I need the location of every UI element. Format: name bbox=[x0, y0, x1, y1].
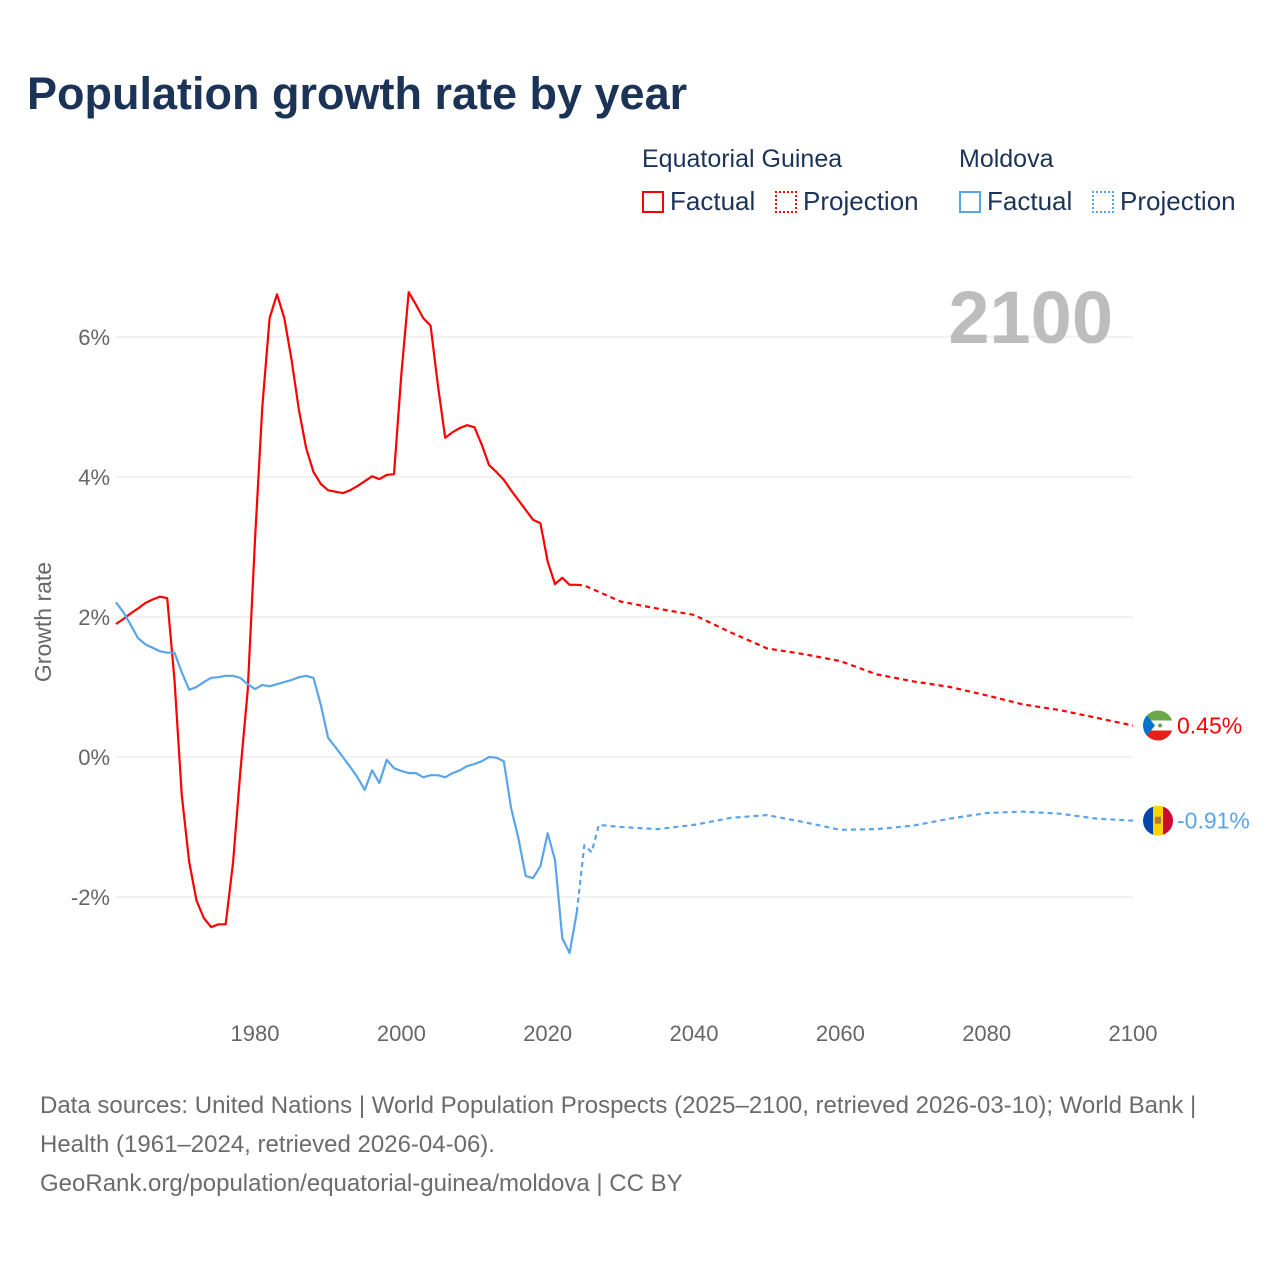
y-tick-label: 2% bbox=[78, 605, 110, 630]
flag-stripe bbox=[1143, 805, 1153, 836]
x-tick-label: 1980 bbox=[231, 1021, 280, 1046]
legend-label: Projection bbox=[803, 186, 919, 216]
x-tick-label: 2040 bbox=[670, 1021, 719, 1046]
legend-eg-factual[interactable]: Factual bbox=[642, 186, 755, 217]
flag-stripe bbox=[1163, 805, 1173, 836]
flag-body bbox=[1143, 710, 1173, 741]
y-tick-label: 4% bbox=[78, 465, 110, 490]
legend-swatch-dotted bbox=[1092, 190, 1114, 213]
y-tick-label: -2% bbox=[71, 885, 110, 910]
line-chart: -2%0%2%4%6%1980 2000 2020 2040 2060 2080 2100 … bbox=[30, 276, 1250, 1046]
flag-emblem bbox=[1158, 723, 1162, 728]
data-sources: Data sources: United Nations | World Pop… bbox=[40, 1092, 1197, 1158]
x-tick-label: 2000 bbox=[377, 1021, 426, 1046]
end-value-label: -0.91% bbox=[1177, 808, 1250, 834]
flag-triangle bbox=[1143, 710, 1155, 741]
page-title: Population growth rate by year bbox=[27, 68, 688, 119]
year-indicator: 2100 bbox=[948, 276, 1113, 359]
y-tick-label: 6% bbox=[78, 325, 110, 350]
x-tick-label: 2020 bbox=[523, 1021, 572, 1046]
legend-group-equatorial-guinea: Equatorial Guinea bbox=[642, 145, 843, 173]
flag-stripe bbox=[1143, 730, 1173, 741]
legend-swatch-solid bbox=[642, 190, 664, 213]
x-tick-label: 2060 bbox=[816, 1021, 865, 1046]
legend-md-factual[interactable]: Factual bbox=[959, 186, 1072, 217]
legend-label: Projection bbox=[1120, 186, 1236, 216]
series-line-moldova-factual bbox=[115, 601, 578, 955]
footer: Data sources: United Nations | World Pop… bbox=[40, 1086, 1240, 1203]
end-value-label: 0.45% bbox=[1177, 713, 1242, 739]
legend-swatch-dotted bbox=[775, 190, 797, 213]
legend-group-moldova: Moldova bbox=[959, 145, 1054, 173]
legend-label: Factual bbox=[987, 186, 1073, 216]
y-tick-label: 0% bbox=[78, 745, 110, 770]
legend-swatch-solid bbox=[959, 190, 981, 213]
equatorial-guinea-flag-icon bbox=[1143, 710, 1173, 741]
moldova-flag-icon bbox=[1143, 805, 1173, 836]
flag-body bbox=[1143, 805, 1173, 836]
x-tick-label: 2080 bbox=[962, 1021, 1011, 1046]
series-line-moldova-projection bbox=[575, 810, 1134, 912]
series-line-equatorial-guinea-projection bbox=[576, 583, 1134, 727]
series-line-equatorial-guinea-factual bbox=[115, 291, 577, 929]
flag-stripe bbox=[1143, 710, 1173, 721]
legend-label: Factual bbox=[670, 186, 756, 216]
legend-md-projection[interactable]: Projection bbox=[1092, 186, 1236, 217]
x-tick-label: 2100 bbox=[1109, 1021, 1158, 1046]
legend-eg-projection[interactable]: Projection bbox=[775, 186, 919, 217]
source-link[interactable]: GeoRank.org/population/equatorial-guinea… bbox=[40, 1170, 683, 1197]
flag-emblem bbox=[1155, 816, 1161, 824]
y-axis-label: Growth rate bbox=[30, 562, 56, 682]
